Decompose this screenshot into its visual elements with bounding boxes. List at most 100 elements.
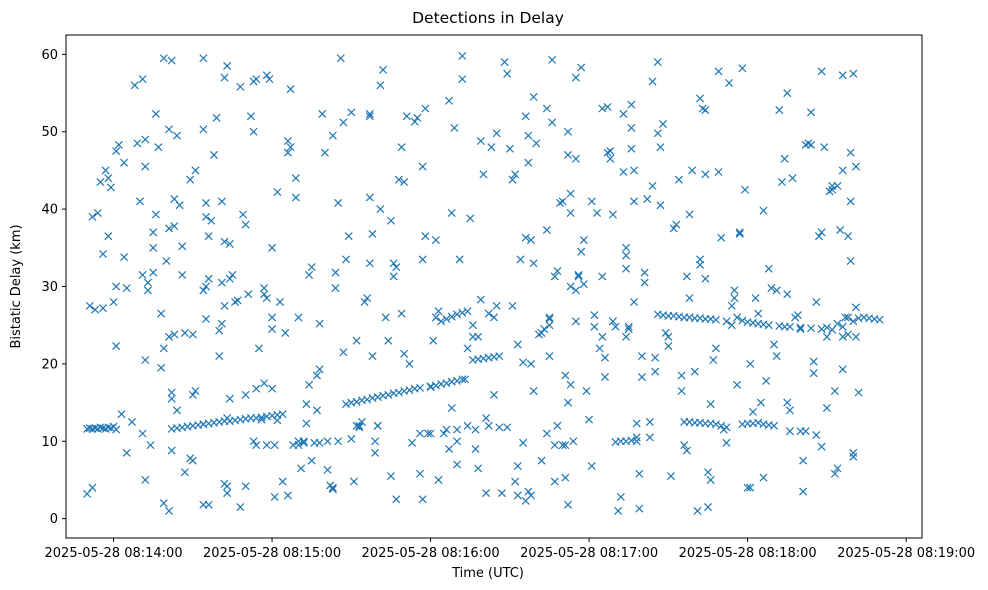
data-point (204, 500, 213, 509)
data-point (468, 321, 477, 330)
data-point (400, 178, 409, 187)
data-point (833, 464, 842, 473)
data-point (836, 225, 845, 235)
data-point (521, 112, 530, 121)
data-point (331, 268, 340, 277)
data-point (83, 489, 92, 498)
data-point (122, 448, 131, 457)
data-point (447, 403, 456, 413)
data-point (217, 278, 226, 287)
data-point (875, 315, 884, 324)
data-point (566, 189, 575, 198)
data-point (363, 294, 372, 303)
data-point (838, 166, 847, 175)
data-point (379, 65, 388, 74)
data-point (397, 143, 406, 152)
data-point (386, 216, 395, 225)
data-point (175, 201, 184, 210)
data-point (711, 315, 720, 324)
data-point (408, 438, 417, 447)
data-point (666, 472, 676, 481)
data-point (389, 272, 398, 281)
y-tick-label: 60 (41, 48, 58, 63)
data-point (442, 314, 451, 324)
data-point (722, 317, 731, 326)
data-point (93, 208, 102, 218)
data-point (730, 294, 739, 303)
data-point (492, 129, 501, 138)
data-point (814, 232, 823, 241)
data-point (418, 162, 427, 171)
data-point (632, 437, 641, 446)
data-point (376, 205, 385, 214)
data-point (595, 344, 604, 353)
data-point (764, 264, 773, 273)
data-point (339, 348, 348, 357)
data-point (178, 242, 187, 251)
data-point (513, 462, 522, 471)
data-point (614, 506, 623, 515)
data-point (616, 492, 625, 502)
data-point (508, 301, 517, 310)
data-point (571, 317, 580, 326)
data-point (566, 208, 575, 218)
data-point (270, 492, 279, 502)
data-point (307, 263, 316, 272)
data-point (342, 255, 351, 264)
data-point (844, 330, 853, 339)
data-point (394, 175, 403, 184)
data-point (315, 365, 324, 374)
data-point (180, 328, 189, 337)
data-point (661, 328, 670, 337)
data-point (519, 438, 528, 447)
data-point (519, 358, 528, 367)
data-point (447, 208, 456, 218)
data-point (426, 429, 435, 438)
data-point (484, 309, 493, 318)
data-point (207, 216, 216, 225)
data-point (772, 352, 781, 361)
data-point (561, 441, 570, 450)
data-point (331, 284, 340, 293)
data-point (320, 148, 329, 157)
data-point (297, 464, 306, 473)
data-point (587, 197, 596, 206)
data-point (252, 384, 261, 393)
data-point (389, 259, 398, 268)
data-point (807, 140, 816, 149)
data-point (838, 71, 847, 80)
data-point (828, 325, 837, 334)
y-axis: 0 10 20 30 40 50 60 (41, 48, 66, 527)
data-point (88, 212, 97, 221)
data-point (460, 375, 469, 384)
data-point (627, 123, 636, 132)
data-point (165, 506, 174, 515)
data-point (138, 429, 147, 438)
data-point (503, 423, 512, 432)
data-point (635, 469, 644, 478)
data-point (106, 183, 115, 192)
data-point (733, 313, 742, 322)
data-point (365, 193, 374, 202)
data-point (291, 174, 300, 183)
x-tick-label: 2025-05-28 08:18:00 (679, 546, 817, 561)
data-point (334, 437, 343, 446)
data-point (727, 321, 736, 330)
data-point (431, 381, 440, 390)
data-point (717, 421, 726, 430)
data-point (830, 386, 839, 395)
data-point (822, 403, 831, 413)
data-point (637, 373, 646, 382)
data-point (603, 102, 612, 111)
y-tick-label: 30 (41, 280, 58, 295)
data-point (659, 119, 668, 129)
data-point (452, 425, 462, 434)
data-point (516, 255, 525, 264)
data-point (545, 313, 554, 322)
data-point (104, 232, 113, 241)
data-point (775, 106, 784, 115)
data-point (653, 129, 662, 138)
data-point (286, 85, 295, 94)
data-point (339, 118, 348, 127)
